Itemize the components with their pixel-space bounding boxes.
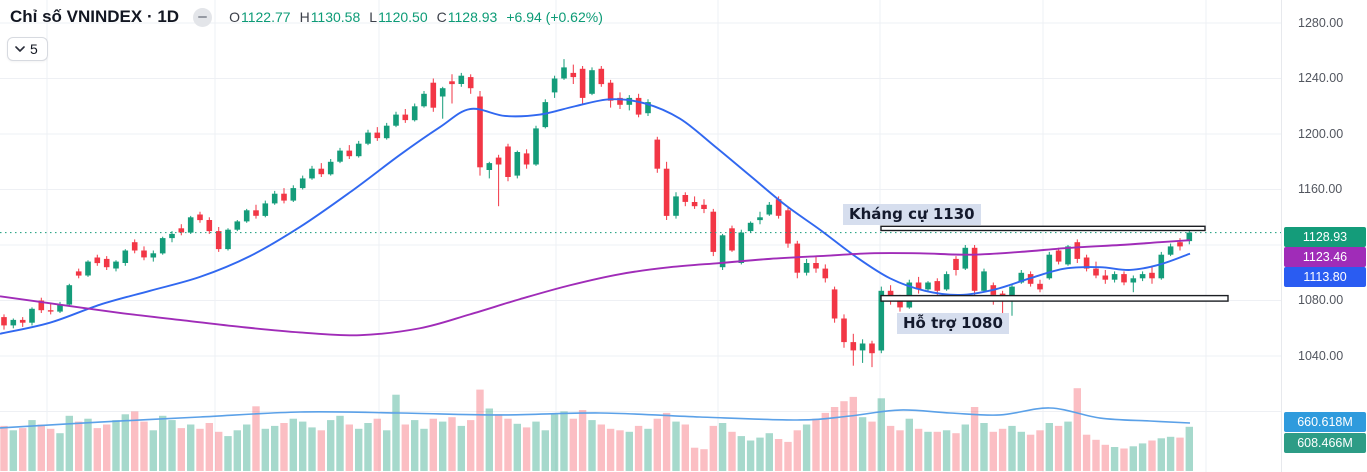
price-axis[interactable]: 1280.00 1240.00 1200.00 1160.00 1080.00 1040.… [1281, 0, 1367, 472]
ma-purple-line[interactable] [0, 239, 1191, 337]
price-axis-label: 1160.00 [1298, 182, 1343, 196]
low-label: L [369, 9, 378, 25]
high-label: H [299, 9, 310, 25]
price-axis-label: 1200.00 [1298, 126, 1344, 141]
minus-icon [198, 15, 208, 19]
legend-toggle-button[interactable] [193, 7, 213, 27]
change-value: +6.94 (+0.62%) [506, 9, 603, 25]
resistance-label[interactable]: Kháng cự 1130 [843, 204, 981, 225]
symbol-title[interactable]: Chỉ số VNINDEX · 1D [10, 7, 180, 26]
volume-ma-badge: 660.618M [1284, 412, 1366, 432]
chevron-down-icon [15, 46, 25, 52]
price-axis-label: 1040.00 [1298, 348, 1344, 363]
close-value: 1128.93 [447, 9, 498, 25]
close-label: C [436, 9, 447, 25]
low-value: 1120.50 [378, 9, 428, 25]
ma-blue-badge: 1113.80 [1284, 267, 1366, 287]
price-axis-label: 1080.00 [1298, 293, 1344, 307]
grid-lines [0, 0, 1281, 472]
open-value: 1122.77 [240, 9, 291, 25]
ma-blue-line[interactable] [0, 98, 1191, 335]
support-box[interactable] [880, 294, 1229, 302]
volume-last-badge: 608.466M [1284, 433, 1366, 453]
volume-ma-line[interactable] [0, 407, 1191, 429]
price-axis-label: 1280.00 [1298, 15, 1344, 30]
ma-purple-badge: 1123.46 [1284, 247, 1366, 267]
resistance-box[interactable] [880, 225, 1206, 232]
ohlc-readout: O1122.77 H1130.58 L1120.50 C1128.93 +6.9… [229, 9, 603, 25]
legend-row: Chỉ số VNINDEX · 1D O1122.77 H1130.58 L1… [10, 7, 603, 27]
candlestick-series[interactable] [1, 59, 1193, 368]
last-price-badge: 1128.93 [1284, 227, 1366, 247]
volume-series[interactable] [0, 388, 1193, 472]
indicators-count: 5 [30, 41, 38, 57]
open-label: O [229, 9, 240, 25]
support-label[interactable]: Hỗ trợ 1080 [897, 313, 1009, 334]
price-axis-label: 1240.00 [1298, 71, 1344, 85]
high-value: 1130.58 [310, 9, 361, 25]
indicators-chip[interactable]: 5 [7, 37, 48, 61]
